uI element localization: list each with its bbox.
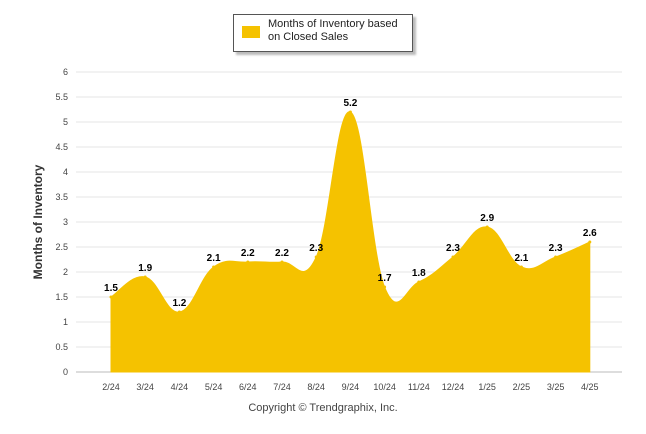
data-label: 1.9 <box>138 263 152 274</box>
x-tick-label: 7/24 <box>273 382 291 392</box>
data-point <box>212 265 216 269</box>
data-label: 1.5 <box>104 283 118 294</box>
x-tick-label: 11/24 <box>408 382 430 392</box>
data-label: 2.2 <box>275 248 289 259</box>
data-point <box>143 275 147 279</box>
data-point <box>383 285 387 289</box>
legend-label: Months of Inventory based on Closed Sale… <box>268 18 398 43</box>
data-point <box>485 225 489 229</box>
y-axis-label: Months of Inventory <box>31 164 45 279</box>
y-axis-ticks: 0 0.5 1 1.5 2 2.5 3 3.5 4 4.5 5 5.5 6 <box>55 67 68 377</box>
y-tick-label: 3.5 <box>55 192 68 202</box>
data-label: 5.2 <box>343 98 357 109</box>
x-axis-ticks: 2/24 3/24 4/24 5/24 6/24 7/24 8/24 9/24 10/24 11/… <box>102 382 598 392</box>
area-series <box>109 110 592 373</box>
x-tick-label: 9/24 <box>342 382 360 392</box>
data-point <box>554 255 558 259</box>
data-label: 2.2 <box>241 248 255 259</box>
y-tick-label: 0.5 <box>55 342 68 352</box>
y-tick-label: 0 <box>63 367 68 377</box>
data-label: 2.9 <box>480 213 494 224</box>
data-point <box>177 310 181 314</box>
data-point <box>519 265 523 269</box>
area-fill <box>110 111 591 373</box>
x-tick-label: 10/24 <box>373 382 396 392</box>
data-labels: 1.5 1.9 1.2 2.1 2.2 2.2 2.3 5.2 1.7 1.8 2.3 2.9 2.1 2… <box>104 98 597 309</box>
x-tick-label: 4/24 <box>171 382 189 392</box>
y-tick-label: 4.5 <box>55 142 68 152</box>
data-label: 2.3 <box>446 243 460 254</box>
y-tick-label: 4 <box>63 167 68 177</box>
data-point <box>280 260 284 264</box>
x-tick-label: 4/25 <box>581 382 599 392</box>
legend: Months of Inventory based on Closed Sale… <box>233 14 413 52</box>
data-label: 1.7 <box>378 273 392 284</box>
data-point <box>314 255 318 259</box>
data-label: 2.6 <box>583 228 597 239</box>
y-tick-label: 1.5 <box>55 292 68 302</box>
y-tick-label: 2 <box>63 267 68 277</box>
legend-swatch <box>242 26 260 38</box>
x-tick-label: 8/24 <box>307 382 325 392</box>
data-point <box>246 260 250 264</box>
y-tick-label: 6 <box>63 67 68 77</box>
y-tick-label: 3 <box>63 217 68 227</box>
data-point <box>417 280 421 284</box>
x-tick-label: 3/25 <box>547 382 565 392</box>
x-tick-label: 5/24 <box>205 382 223 392</box>
x-tick-label: 2/24 <box>102 382 120 392</box>
data-label: 2.3 <box>549 243 563 254</box>
y-tick-label: 5.5 <box>55 92 68 102</box>
y-tick-label: 2.5 <box>55 242 68 252</box>
copyright-text: Copyright © Trendgraphix, Inc. <box>248 402 398 414</box>
data-label: 2.1 <box>207 253 221 264</box>
x-tick-label: 6/24 <box>239 382 257 392</box>
x-tick-label: 1/25 <box>478 382 496 392</box>
data-point <box>588 240 592 244</box>
data-label: 1.8 <box>412 268 426 279</box>
data-point <box>451 255 455 259</box>
x-tick-label: 12/24 <box>442 382 465 392</box>
data-label: 1.2 <box>172 298 186 309</box>
data-point <box>109 295 113 299</box>
data-label: 2.1 <box>514 253 528 264</box>
x-tick-label: 3/24 <box>136 382 154 392</box>
y-tick-label: 1 <box>63 317 68 327</box>
data-label: 2.3 <box>309 243 323 254</box>
y-tick-label: 5 <box>63 117 68 127</box>
data-point <box>348 110 352 114</box>
x-tick-label: 2/25 <box>513 382 531 392</box>
